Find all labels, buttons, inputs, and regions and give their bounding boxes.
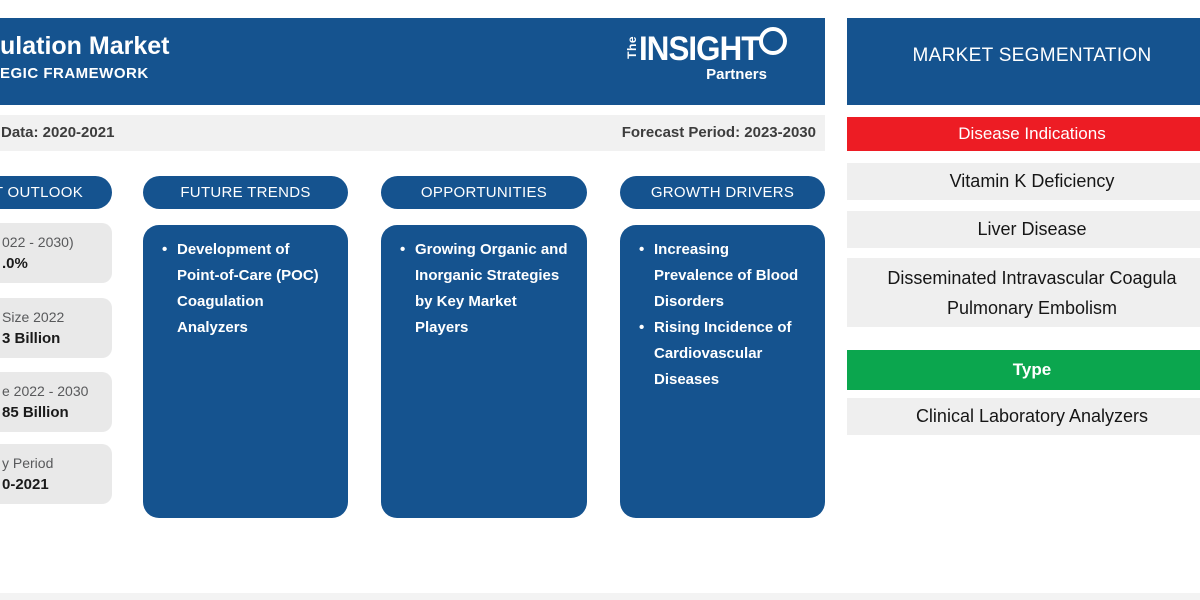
stat-label: e 2022 - 2030 <box>2 383 89 399</box>
growth-drivers-bullet: Rising Incidence of Cardiovascular Disea… <box>639 315 811 393</box>
stat-value: 85 Billion <box>2 404 69 421</box>
opportunities-bullet: Growing Organic and Inorganic Strategies… <box>400 237 573 341</box>
logo-partners-text: Partners <box>706 66 767 83</box>
stat-value: .0% <box>2 255 28 272</box>
opportunities-box: Growing Organic and Inorganic Strategies… <box>381 225 587 518</box>
segment-item: Vitamin K Deficiency <box>847 163 1200 200</box>
segment-item-line: Pulmonary Embolism <box>946 298 1118 318</box>
report-title: ulation Market <box>0 32 170 60</box>
magnifier-icon <box>759 27 787 55</box>
historic-data-label: Data: 2020-2021 <box>1 124 115 141</box>
stat-history-period: y Period 0-2021 <box>0 444 112 504</box>
period-bar: Data: 2020-2021 Forecast Period: 2023-20… <box>0 115 825 151</box>
pill-growth-drivers: GROWTH DRIVERS <box>620 176 825 209</box>
stat-value: 3 Billion <box>2 330 61 347</box>
report-subtitle: EGIC FRAMEWORK <box>0 65 149 82</box>
future-trends-box: Development of Point-of-Care (POC) Coagu… <box>143 225 348 518</box>
future-trends-bullet: Development of Point-of-Care (POC) Coagu… <box>162 237 334 341</box>
segment-item-line: Disseminated Intravascular Coagula <box>887 268 1177 288</box>
segment-header-type: Type <box>847 350 1200 390</box>
pill-market-outlook: T OUTLOOK <box>0 176 112 209</box>
pill-opportunities: OPPORTUNITIES <box>381 176 587 209</box>
logo-insight-text: INSIGHT <box>639 30 760 68</box>
segment-item: Liver Disease <box>847 211 1200 248</box>
segment-item: Disseminated Intravascular Coagula Pulmo… <box>847 258 1200 327</box>
footer-strip <box>0 593 1200 600</box>
insight-partners-logo: The INSIGHT Partners <box>625 27 795 92</box>
stat-market-size-2022: Size 2022 3 Billion <box>0 298 112 358</box>
segment-header-disease-indications: Disease Indications <box>847 117 1200 151</box>
growth-drivers-bullet: Increasing Prevalence of Blood Disorders <box>639 237 811 315</box>
stat-label: Size 2022 <box>2 309 65 325</box>
stat-value: 0-2021 <box>2 476 49 493</box>
pill-future-trends: FUTURE TRENDS <box>143 176 348 209</box>
report-header: ulation Market EGIC FRAMEWORK The INSIGH… <box>0 18 825 105</box>
segment-item: Clinical Laboratory Analyzers <box>847 398 1200 435</box>
stat-market-size-2030: e 2022 - 2030 85 Billion <box>0 372 112 432</box>
stat-cagr: 022 - 2030) .0% <box>0 223 112 283</box>
stat-label: y Period <box>2 455 54 471</box>
growth-drivers-box: Increasing Prevalence of Blood Disorders… <box>620 225 825 518</box>
forecast-period-label: Forecast Period: 2023-2030 <box>621 124 816 141</box>
logo-the-text: The <box>625 36 639 59</box>
stat-label: 022 - 2030) <box>2 234 74 250</box>
market-segmentation-header: MARKET SEGMENTATION <box>847 18 1200 105</box>
